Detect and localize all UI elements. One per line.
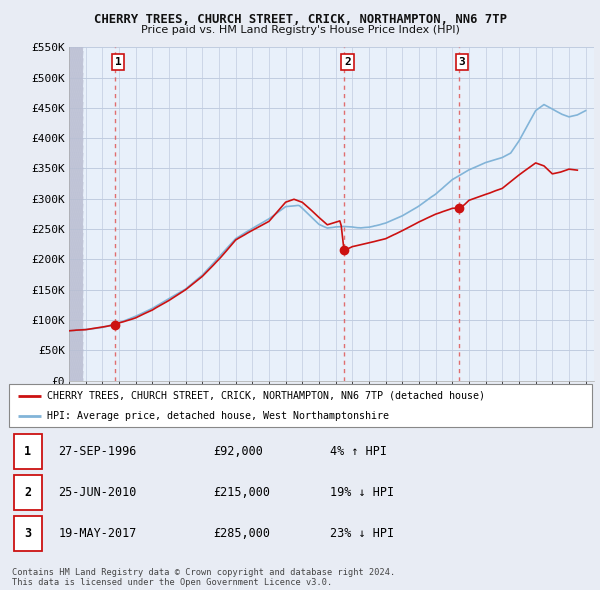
- Text: 19% ↓ HPI: 19% ↓ HPI: [330, 486, 394, 499]
- Text: £92,000: £92,000: [213, 445, 263, 458]
- Text: £215,000: £215,000: [213, 486, 270, 499]
- Text: £285,000: £285,000: [213, 527, 270, 540]
- Text: CHERRY TREES, CHURCH STREET, CRICK, NORTHAMPTON, NN6 7TP: CHERRY TREES, CHURCH STREET, CRICK, NORT…: [94, 13, 506, 26]
- FancyBboxPatch shape: [14, 434, 41, 469]
- Text: 23% ↓ HPI: 23% ↓ HPI: [330, 527, 394, 540]
- Text: CHERRY TREES, CHURCH STREET, CRICK, NORTHAMPTON, NN6 7TP (detached house): CHERRY TREES, CHURCH STREET, CRICK, NORT…: [47, 391, 485, 401]
- Bar: [69, 17, 83, 381]
- Text: 3: 3: [458, 57, 466, 67]
- Text: 4% ↑ HPI: 4% ↑ HPI: [330, 445, 387, 458]
- Text: HPI: Average price, detached house, West Northamptonshire: HPI: Average price, detached house, West…: [47, 411, 389, 421]
- Text: 2: 2: [24, 486, 31, 499]
- Text: Contains HM Land Registry data © Crown copyright and database right 2024.
This d: Contains HM Land Registry data © Crown c…: [12, 568, 395, 587]
- Text: 19-MAY-2017: 19-MAY-2017: [59, 527, 137, 540]
- Text: Price paid vs. HM Land Registry's House Price Index (HPI): Price paid vs. HM Land Registry's House …: [140, 25, 460, 35]
- Text: 1: 1: [24, 445, 31, 458]
- Text: 2: 2: [344, 57, 351, 67]
- Text: 27-SEP-1996: 27-SEP-1996: [59, 445, 137, 458]
- Text: 25-JUN-2010: 25-JUN-2010: [59, 486, 137, 499]
- FancyBboxPatch shape: [14, 476, 41, 510]
- FancyBboxPatch shape: [14, 516, 41, 551]
- Text: 3: 3: [24, 527, 31, 540]
- Text: 1: 1: [115, 57, 122, 67]
